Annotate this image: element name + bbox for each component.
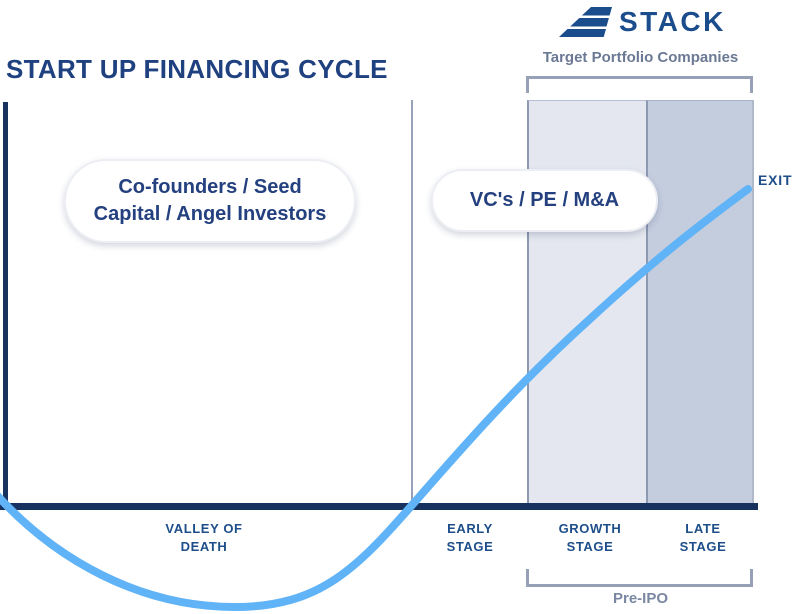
pre-ipo-label: Pre-IPO — [612, 590, 669, 607]
exit-label: EXIT — [758, 172, 793, 188]
stage-label-late-stage: LATE STAGE — [633, 520, 773, 556]
stage-early-line2: STAGE — [446, 539, 494, 554]
stack-logo: STACK — [559, 6, 726, 38]
founders-pill-line2: Capital / Angel Investors — [93, 203, 327, 225]
stage-early-line1: EARLY — [447, 521, 493, 536]
bottom-bracket — [526, 569, 753, 587]
early-stage-divider-line — [411, 100, 413, 505]
target-portfolio-label: Target Portfolio Companies — [542, 49, 739, 66]
stage-label-early-stage: EARLY STAGE — [400, 520, 540, 556]
stage-late-line1: LATE — [685, 521, 721, 536]
top-bracket — [526, 76, 753, 93]
growth-stage-column — [527, 100, 646, 505]
y-axis — [3, 102, 8, 506]
late-stage-column — [646, 100, 754, 505]
stage-growth-line1: GROWTH — [558, 521, 622, 536]
x-axis — [0, 503, 758, 510]
founders-pill-line1: Co-founders / Seed — [118, 176, 302, 198]
vc-pill-label: VC's / PE / M&A — [469, 189, 620, 211]
vc-pill: VC's / PE / M&A — [431, 169, 658, 232]
page-title: START UP FINANCING CYCLE — [6, 54, 388, 84]
stage-label-growth-stage: GROWTH STAGE — [520, 520, 660, 556]
founders-pill: Co-founders / Seed Capital / Angel Inves… — [64, 159, 356, 243]
stage-late-line2: STAGE — [679, 539, 727, 554]
stack-triangle-icon — [559, 7, 612, 37]
stage-label-valley-of-death: VALLEY OF DEATH — [134, 520, 274, 556]
stage-valley-line1: VALLEY OF — [165, 521, 243, 536]
stage-growth-line2: STAGE — [566, 539, 614, 554]
stack-logo-text: STACK — [619, 6, 726, 37]
stage-valley-line2: DEATH — [180, 539, 228, 554]
